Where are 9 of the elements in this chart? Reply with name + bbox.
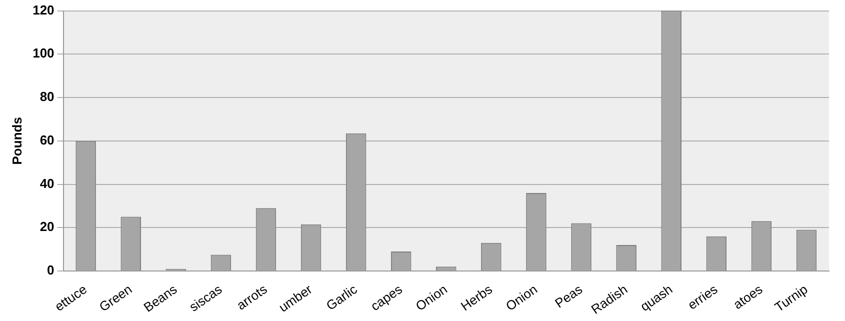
y-tick-label: 100 xyxy=(32,46,54,61)
y-tick-label: 80 xyxy=(40,89,54,104)
y-tick-label: 120 xyxy=(32,2,54,18)
y-tick-label: 40 xyxy=(40,176,54,191)
y-tick-label: 20 xyxy=(40,219,54,234)
y-tick-label: 60 xyxy=(40,132,54,148)
y-axis-title: Pounds xyxy=(9,117,24,165)
x-tick-label: Peas xyxy=(552,281,586,311)
y-tick-label: 0 xyxy=(47,262,54,278)
